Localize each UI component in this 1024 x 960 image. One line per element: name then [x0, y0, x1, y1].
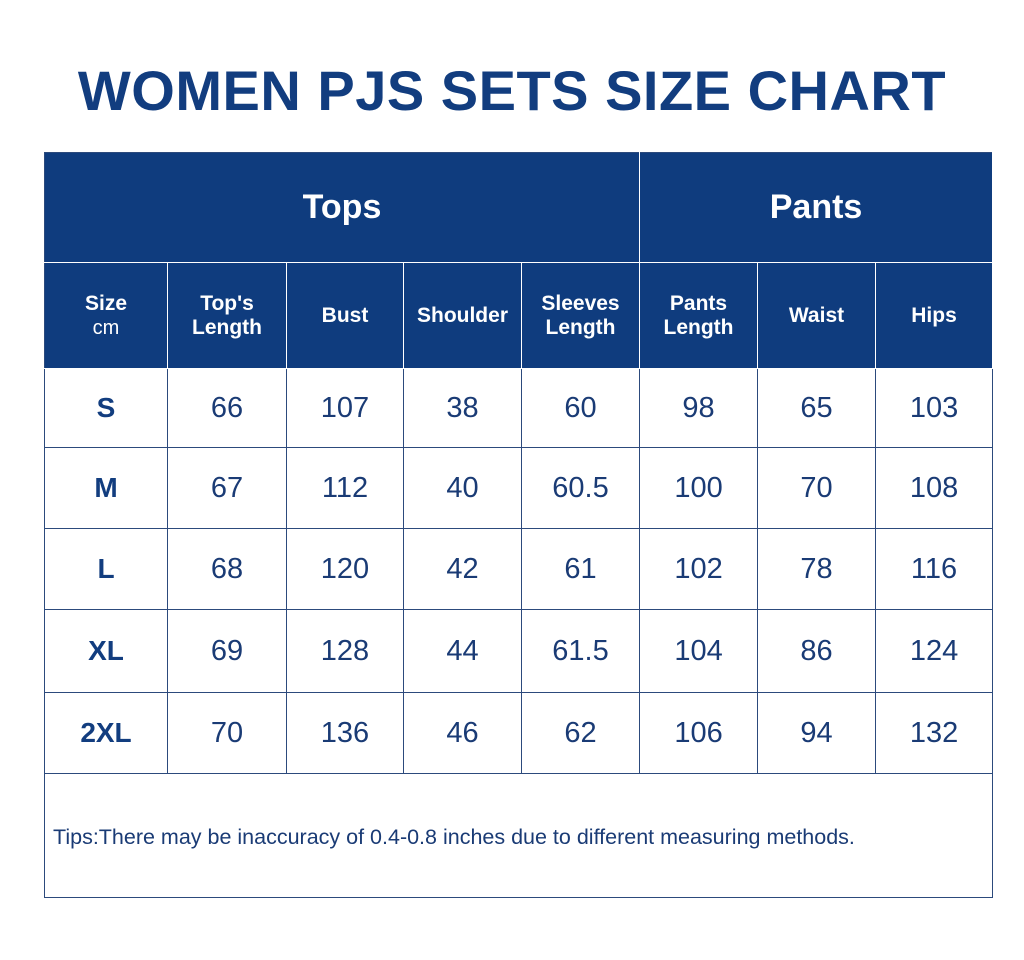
column-header-line1: Bust: [321, 303, 369, 327]
measurement-cell: 112: [286, 447, 404, 529]
measurement-cell: 107: [286, 368, 404, 448]
measurement-cell: 124: [875, 609, 994, 693]
measurement-cell: 42: [403, 528, 522, 610]
measurement-cell: 46: [403, 692, 522, 774]
measurement-cell: 102: [639, 528, 759, 610]
page-title: WOMEN PJS SETS SIZE CHART: [77, 59, 947, 122]
measurement-cell: 69: [167, 609, 287, 693]
measurement-cell: 120: [286, 528, 404, 610]
size-label: S: [44, 368, 168, 448]
table-row: L 68 120 42 61 102 78 116: [44, 528, 994, 610]
group-tops: Tops: [43, 152, 641, 263]
measurement-cell: 116: [875, 528, 994, 610]
column-header: Pants Length: [639, 262, 759, 369]
column-header-line1: Pants: [669, 291, 728, 315]
measurement-cell: 38: [403, 368, 522, 448]
column-header-line1: Top's: [200, 291, 254, 315]
column-header-line1: Sleeves: [541, 291, 620, 315]
measurement-cell: 60.5: [520, 447, 641, 529]
group-header-row: Tops Pants: [43, 152, 994, 263]
measurement-cell: 40: [403, 447, 522, 529]
measurement-cell: 61.5: [520, 609, 641, 693]
measurement-cell: 65: [757, 368, 877, 448]
size-label: 2XL: [44, 692, 168, 774]
column-header: Waist: [757, 262, 877, 369]
table-row: 2XL 70 136 46 62 106 94 132: [44, 692, 994, 774]
measurement-cell: 68: [167, 528, 287, 610]
column-header: Size cm: [44, 262, 168, 369]
column-header-line1: Size: [84, 291, 128, 315]
measurement-cell: 98: [639, 368, 759, 448]
measurement-cell: 104: [639, 609, 759, 693]
measurement-cell: 106: [639, 692, 759, 774]
measurement-cell: 66: [167, 368, 287, 448]
column-header-line2: Length: [192, 315, 262, 339]
column-header-line1: Shoulder: [416, 303, 508, 327]
column-header-line2: cm: [92, 316, 120, 339]
size-label: L: [44, 528, 168, 610]
measurement-cell: 103: [875, 368, 994, 448]
size-label: M: [44, 447, 168, 529]
measurement-cell: 61: [520, 528, 641, 610]
measurement-cell: 62: [520, 692, 641, 774]
measurement-cell: 136: [286, 692, 404, 774]
column-header: Hips: [875, 262, 994, 369]
measurement-cell: 100: [639, 447, 759, 529]
column-header-row: Size cm Top's Length Bust Shoulder Sleeves Leng…: [44, 262, 994, 369]
measurement-cell: 108: [875, 447, 994, 529]
column-header-line1: Waist: [788, 303, 845, 327]
measurement-cell: 44: [403, 609, 522, 693]
column-header-line2: Length: [663, 315, 734, 339]
column-header-line2: Length: [545, 315, 616, 339]
measurement-cell: 128: [286, 609, 404, 693]
tips-row: Tips:There may be inaccuracy of 0.4-0.8 …: [43, 773, 994, 898]
table-row: XL 69 128 44 61.5 104 86 124: [44, 609, 994, 693]
measurement-cell: 132: [875, 692, 994, 774]
size-chart-table: Tops Pants Size cm Top's Length Bust Shoulder…: [43, 152, 994, 898]
column-header: Shoulder: [403, 262, 522, 369]
group-pants: Pants: [639, 152, 994, 263]
measurement-cell: 86: [757, 609, 877, 693]
measurement-cell: 70: [757, 447, 877, 529]
measurement-cell: 78: [757, 528, 877, 610]
size-label: XL: [44, 609, 168, 693]
tips-text: Tips:There may be inaccuracy of 0.4-0.8 …: [43, 773, 994, 898]
column-header: Top's Length: [167, 262, 287, 369]
measurement-cell: 67: [167, 447, 287, 529]
column-header: Bust: [286, 262, 404, 369]
measurement-cell: 94: [757, 692, 877, 774]
table-row: M 67 112 40 60.5 100 70 108: [44, 447, 994, 529]
table-row: S 66 107 38 60 98 65 103: [44, 368, 994, 448]
column-header: Sleeves Length: [520, 262, 641, 369]
measurement-cell: 60: [520, 368, 641, 448]
column-header-line1: Hips: [911, 303, 957, 327]
measurement-cell: 70: [167, 692, 287, 774]
